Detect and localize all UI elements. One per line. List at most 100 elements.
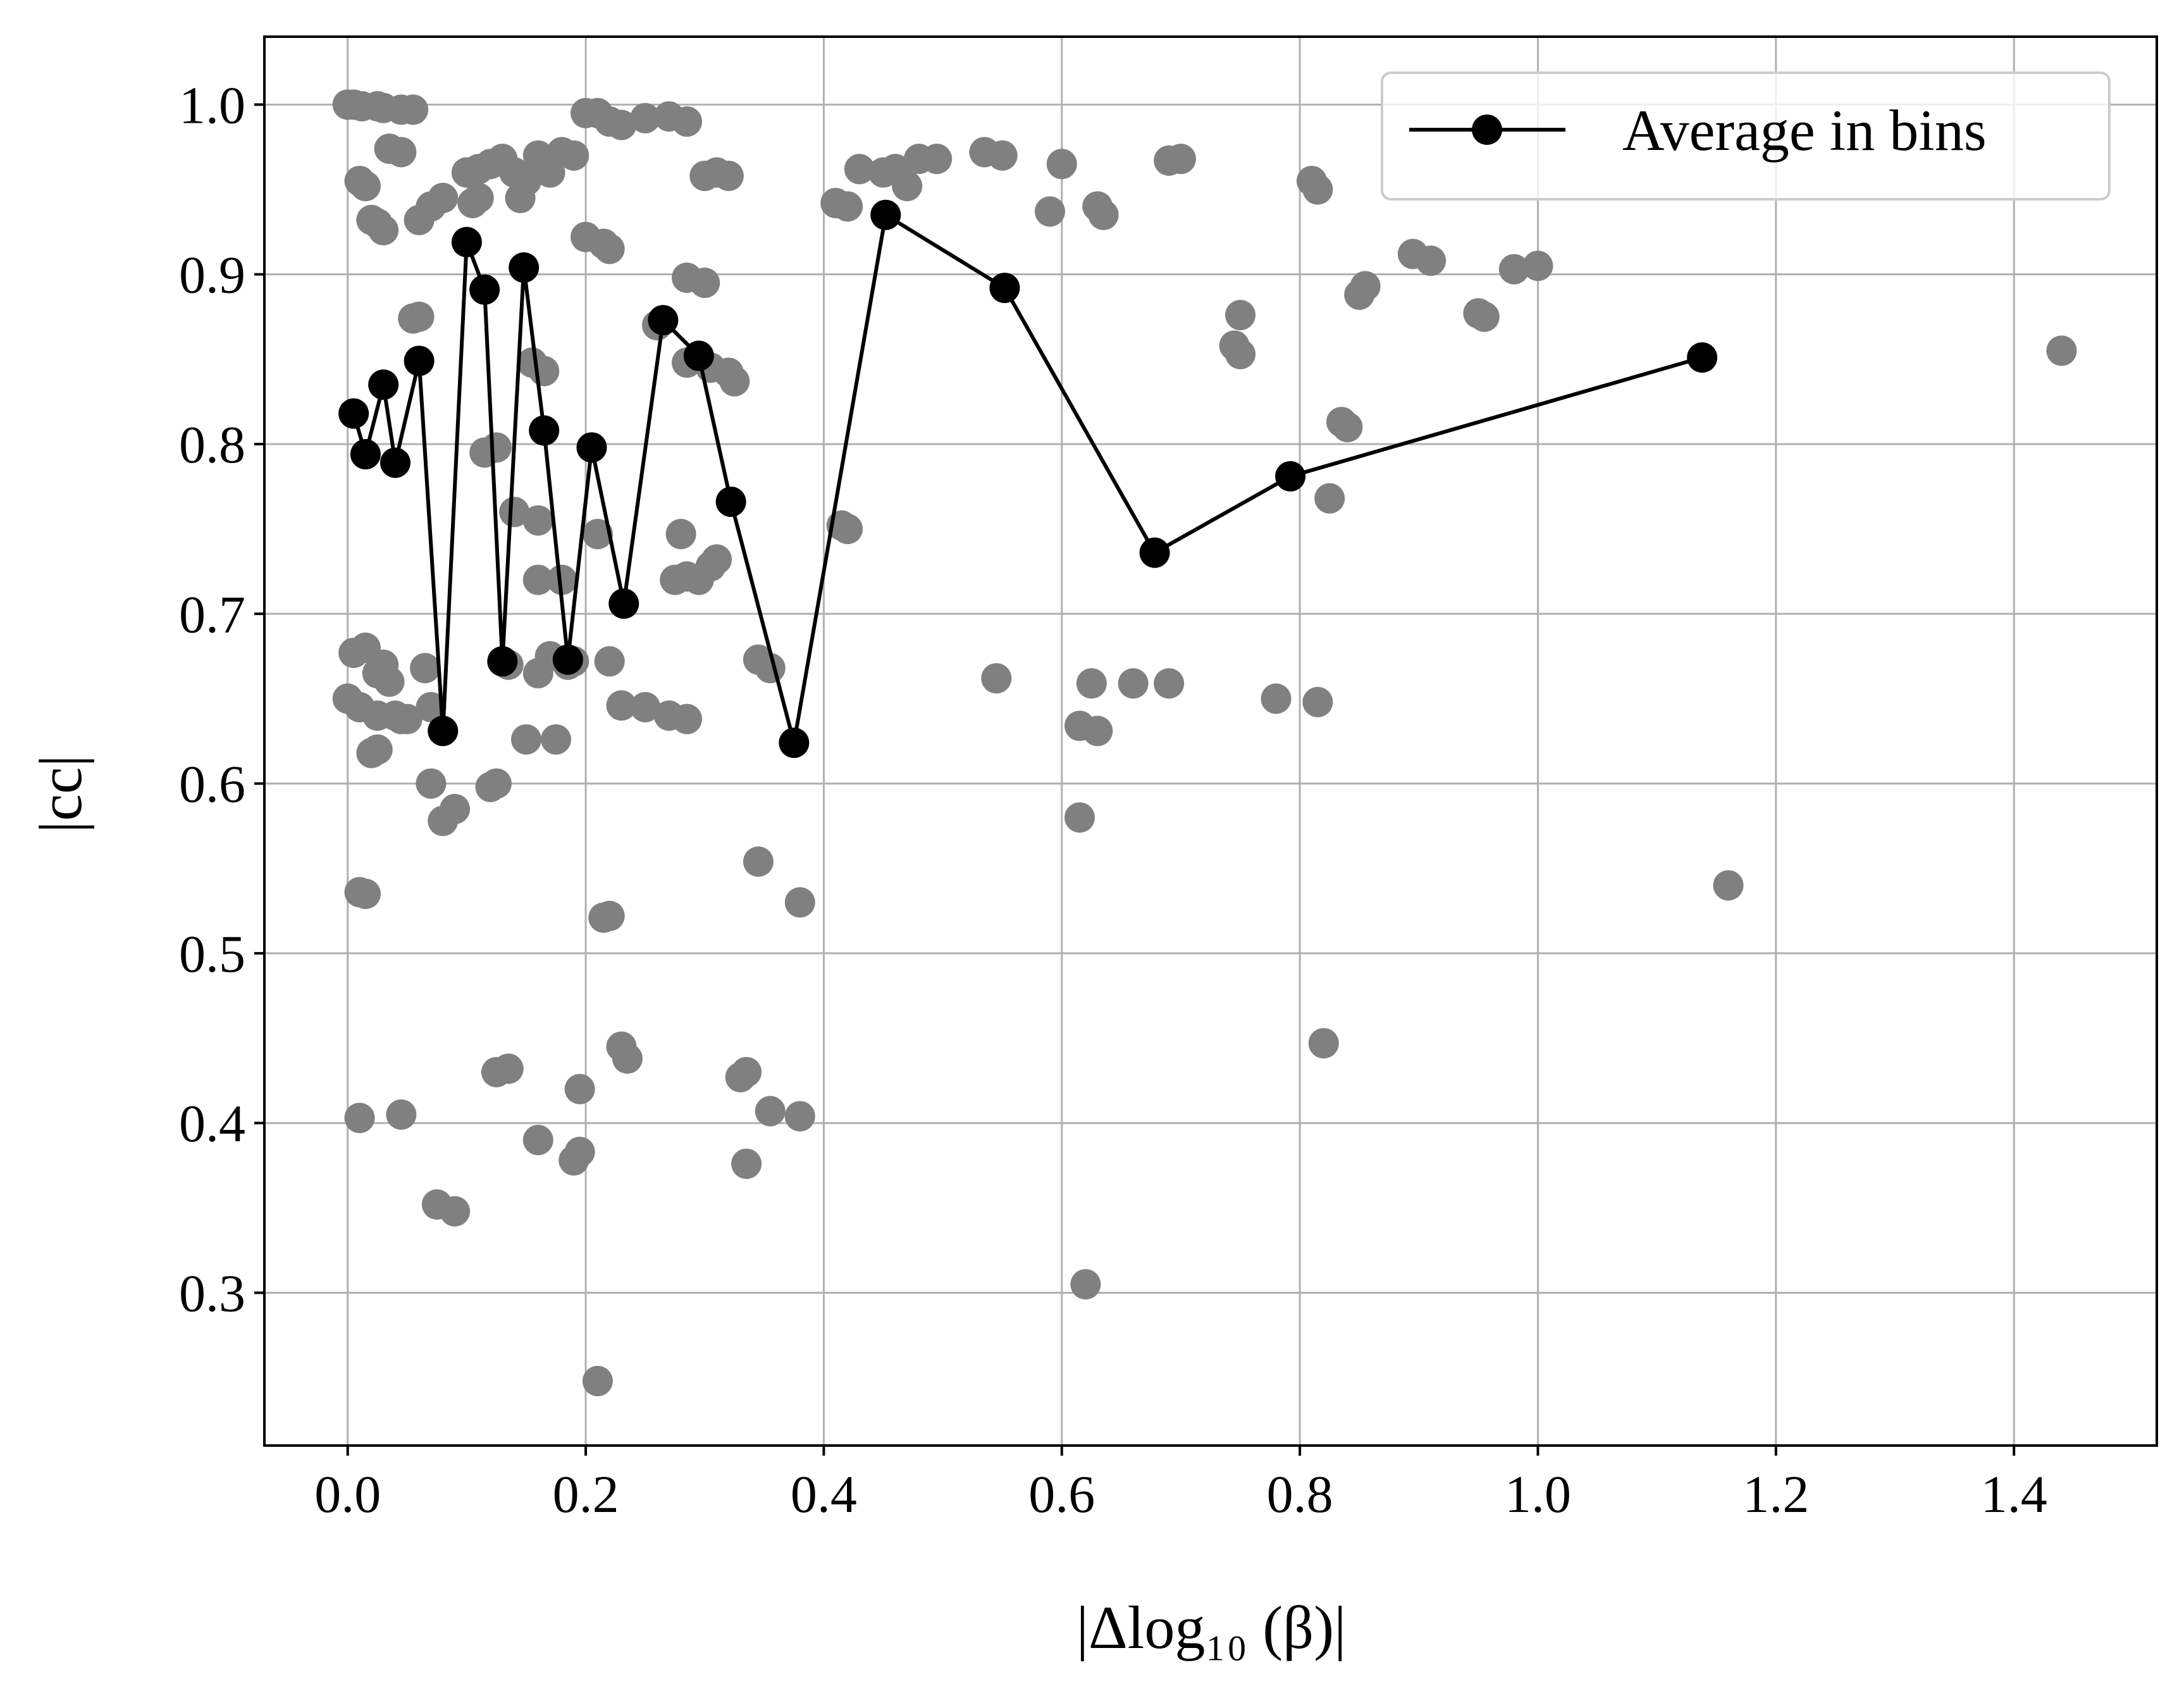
scatter-point: [1088, 199, 1119, 230]
scatter-point: [1498, 254, 1529, 285]
scatter-point: [362, 734, 393, 765]
scatter-point: [1082, 715, 1113, 746]
scatter-point: [719, 366, 750, 397]
average-marker: [509, 252, 540, 283]
scatter-point: [350, 878, 381, 909]
x-tick-label: 0.4: [791, 1465, 857, 1524]
y-tick-label: 0.9: [179, 246, 245, 305]
scatter-point: [1261, 683, 1292, 714]
scatter-point: [660, 564, 691, 595]
average-marker: [1687, 342, 1718, 373]
scatter-point: [1416, 245, 1447, 276]
scatter-point: [713, 161, 744, 192]
scatter-point: [416, 768, 447, 799]
scatter-point: [1225, 338, 1256, 369]
scatter-point: [594, 900, 625, 931]
scatter-point: [541, 724, 572, 755]
average-marker: [989, 273, 1020, 304]
scatter-point: [510, 724, 541, 755]
average-marker: [683, 340, 714, 371]
scatter-point: [1076, 668, 1107, 699]
scatter-point: [1522, 251, 1553, 282]
average-marker: [1139, 537, 1170, 568]
scatter-point: [731, 1056, 762, 1087]
scatter-point: [1302, 174, 1333, 205]
scatter-point: [1469, 301, 1500, 332]
x-axis-title: |Δlog₁₀ (β)|: [1077, 1594, 1347, 1661]
y-tick-label: 0.4: [179, 1094, 245, 1153]
scatter-point: [987, 140, 1018, 171]
scatter-point: [630, 691, 661, 722]
scatter-point: [463, 182, 494, 213]
scatter-point: [755, 1096, 786, 1127]
scatter-point: [398, 94, 429, 125]
scatter-point: [1302, 686, 1333, 717]
y-tick-label: 0.7: [179, 585, 245, 644]
scatter-point: [481, 768, 512, 799]
scatter-point: [1034, 196, 1065, 227]
scatter-point: [522, 505, 553, 536]
scatter-point: [493, 1053, 524, 1084]
scatter-point: [892, 171, 923, 202]
scatter-point: [440, 1196, 471, 1227]
scatter-point: [546, 564, 577, 595]
scatter-point: [416, 691, 447, 722]
average-marker: [368, 369, 399, 400]
average-marker: [1275, 461, 1306, 492]
scatter-point: [428, 182, 459, 213]
y-tick-label: 0.5: [179, 925, 245, 984]
average-marker: [428, 715, 459, 746]
scatter-point: [558, 140, 589, 171]
average-series: [338, 199, 1718, 759]
scatter-point: [606, 690, 637, 721]
legend-box: [1381, 71, 2111, 201]
scatter-point: [701, 544, 732, 575]
average-marker: [779, 728, 810, 759]
scatter-point: [630, 102, 661, 133]
legend-label-average: Average in bins: [1622, 98, 1987, 163]
average-marker: [379, 447, 410, 478]
scatter-point: [386, 137, 417, 168]
average-marker: [350, 439, 381, 470]
scatter-point: [1046, 149, 1077, 180]
y-axis-title: |cc|: [27, 755, 94, 833]
y-axis-ticks: 0.3 0.4 0.5 0.6 0.7 0.8 0.9 1.0: [179, 76, 264, 1323]
scatter-point: [1314, 483, 1345, 514]
scatter-point: [564, 1074, 595, 1105]
scatter-point: [1225, 300, 1256, 331]
y-tick-label: 0.3: [179, 1265, 245, 1323]
scatter-point: [1165, 144, 1196, 175]
scatter-point: [582, 1366, 613, 1397]
legend: Average in bins: [1381, 71, 2111, 201]
scatter-point: [564, 1136, 595, 1167]
scatter-point: [362, 208, 393, 239]
scatter-point: [743, 846, 774, 877]
scatter-point: [844, 154, 875, 185]
average-marker: [529, 415, 560, 446]
scatter-point: [499, 497, 530, 528]
average-marker: [715, 486, 746, 517]
scatter-point: [1154, 668, 1185, 699]
scatter-point: [386, 1099, 417, 1130]
scatter-point: [922, 144, 953, 175]
scatter-point: [2046, 335, 2077, 366]
y-tick-label: 1.0: [179, 76, 245, 135]
average-marker: [338, 398, 369, 429]
legend-marker-swatch: [1472, 115, 1502, 145]
average-marker: [487, 646, 518, 677]
scatter-point: [481, 432, 512, 463]
x-tick-label: 0.0: [314, 1465, 381, 1524]
scatter-point: [1064, 802, 1095, 833]
average-marker: [576, 432, 607, 463]
scatter-point: [404, 301, 435, 332]
scatter-point: [374, 666, 405, 697]
x-tick-label: 1.0: [1505, 1465, 1571, 1524]
scatter-point: [1118, 668, 1149, 699]
average-marker: [608, 588, 639, 619]
scatter-point: [665, 519, 696, 550]
scatter-point: [672, 703, 703, 734]
plot-frame: [263, 35, 2158, 1447]
scatter-point: [505, 182, 536, 213]
